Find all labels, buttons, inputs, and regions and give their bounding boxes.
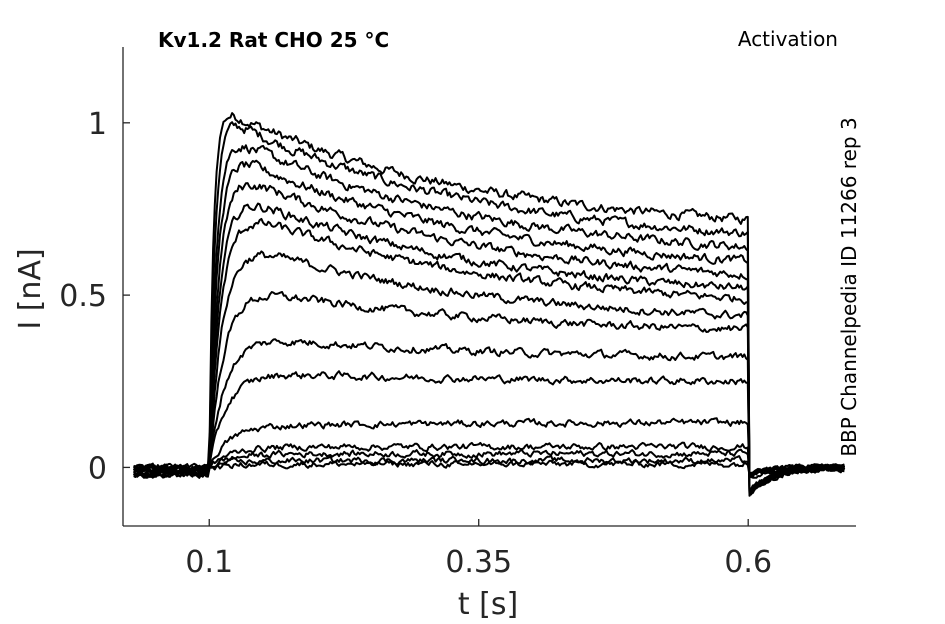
current-trace bbox=[133, 182, 846, 496]
current-trace bbox=[132, 370, 846, 478]
current-trace bbox=[133, 121, 846, 493]
protocol-label: Activation bbox=[738, 27, 838, 51]
current-trace bbox=[133, 144, 845, 496]
y-tick-label: 1 bbox=[88, 107, 107, 142]
traces-group bbox=[132, 112, 846, 497]
x-tick-label: 0.35 bbox=[445, 545, 512, 580]
current-trace bbox=[133, 291, 845, 496]
current-trace bbox=[133, 458, 845, 479]
y-tick-label: 0.5 bbox=[59, 279, 107, 314]
current-trace bbox=[132, 448, 845, 478]
x-axis-label: t [s] bbox=[458, 587, 518, 622]
current-trace bbox=[133, 455, 846, 479]
x-tick-label: 0.1 bbox=[185, 545, 233, 580]
current-trace bbox=[133, 250, 846, 497]
y-tick-label: 0 bbox=[88, 451, 107, 486]
current-trace bbox=[133, 202, 846, 494]
current-trace bbox=[133, 112, 845, 495]
current-trace bbox=[132, 217, 845, 497]
current-trace bbox=[133, 338, 845, 494]
current-trace bbox=[133, 159, 846, 494]
current-trace bbox=[133, 417, 845, 479]
chart-title: Kv1.2 Rat CHO 25 °C bbox=[158, 28, 389, 52]
x-tick-label: 0.6 bbox=[724, 545, 772, 580]
y-axis-label: I [nA] bbox=[13, 248, 48, 329]
source-label: BBP Channelpedia ID 11266 rep 3 bbox=[837, 117, 861, 456]
ticks-group: 0.1 0.35 0.6 0 0.5 1 bbox=[59, 107, 772, 580]
